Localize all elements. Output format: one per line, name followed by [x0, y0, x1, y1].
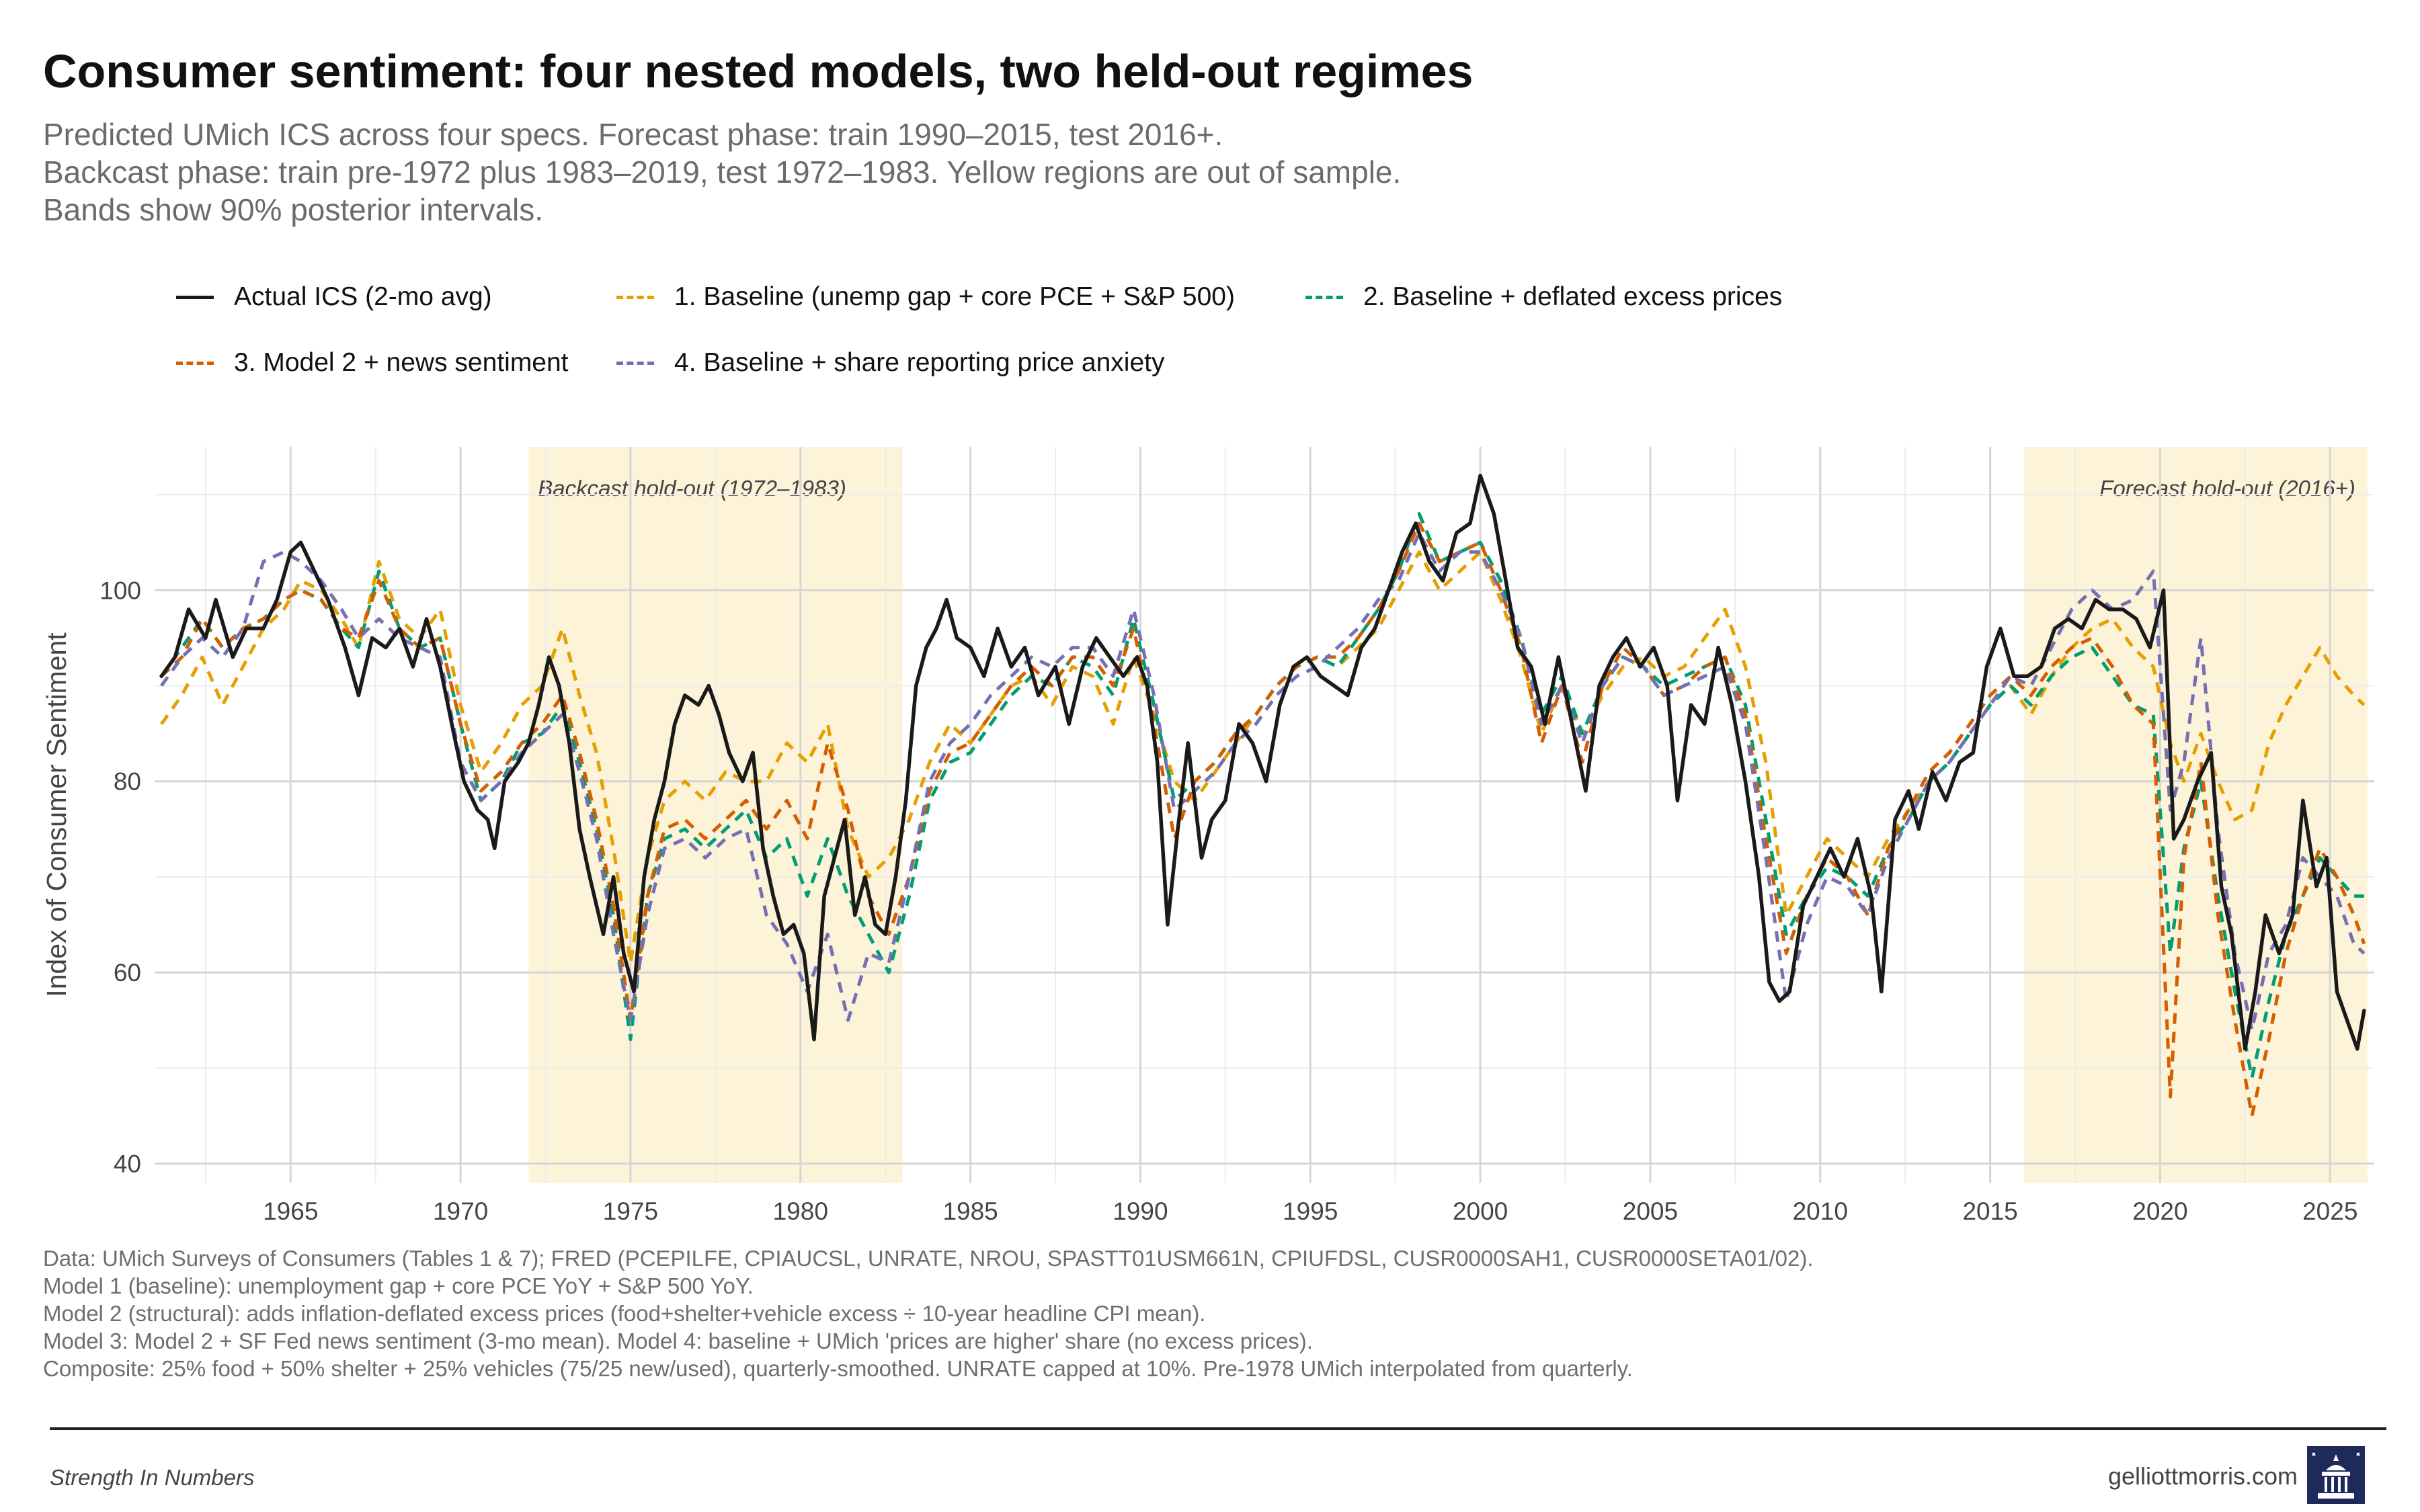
- series-line: [159, 473, 2366, 1051]
- subtitle-line: Backcast phase: train pre-1972 plus 1983…: [43, 155, 1402, 190]
- note-line: Composite: 25% food + 50% shelter + 25% …: [43, 1356, 1633, 1381]
- region-label: Forecast hold-out (2016+): [2099, 476, 2355, 501]
- x-tick-label: 1970: [433, 1198, 488, 1225]
- legend-label: 1. Baseline (unemp gap + core PCE + S&P …: [674, 282, 1235, 311]
- legend-swatch: [1305, 295, 1343, 299]
- legend: Actual ICS (2-mo avg) 1. Baseline (unemp…: [176, 282, 2327, 396]
- legend-swatch: [616, 295, 654, 299]
- legend-item-actual: Actual ICS (2-mo avg): [176, 282, 492, 312]
- legend-swatch: [176, 295, 214, 299]
- x-tick-label: 2015: [1962, 1198, 2017, 1225]
- x-tick-label: 1990: [1113, 1198, 1168, 1225]
- legend-item-model-1: 1. Baseline (unemp gap + core PCE + S&P …: [616, 282, 1235, 312]
- x-tick-label: 2020: [2132, 1198, 2187, 1225]
- subtitle-line: Bands show 90% posterior intervals.: [43, 192, 544, 227]
- x-tick-label: 1995: [1283, 1198, 1338, 1225]
- note-line: Model 1 (baseline): unemployment gap + c…: [43, 1273, 754, 1298]
- x-tick-label: 2025: [2302, 1198, 2357, 1225]
- legend-label: 4. Baseline + share reporting price anxi…: [674, 348, 1165, 377]
- x-tick-label: 1985: [942, 1198, 998, 1225]
- y-tick-label: 40: [114, 1150, 141, 1178]
- legend-label: 2. Baseline + deflated excess prices: [1363, 282, 1783, 311]
- x-tick-label: 1975: [603, 1198, 658, 1225]
- legend-swatch: [616, 361, 654, 365]
- legend-item-model-3: 3. Model 2 + news sentiment: [176, 348, 569, 378]
- x-tick-label: 2010: [1793, 1198, 1848, 1225]
- chart-subtitle: Predicted UMich ICS across four specs. F…: [43, 116, 1401, 228]
- series-line: [160, 512, 2364, 1080]
- legend-item-model-2: 2. Baseline + deflated excess prices: [1305, 282, 1782, 312]
- legend-label: 3. Model 2 + news sentiment: [234, 348, 569, 377]
- y-tick-label: 80: [114, 768, 141, 796]
- footer-divider: [50, 1427, 2386, 1430]
- x-tick-label: 1980: [773, 1198, 828, 1225]
- note-line: Data: UMich Surveys of Consumers (Tables…: [43, 1246, 1814, 1271]
- x-tick-label: 1965: [263, 1198, 318, 1225]
- x-tick-label: 2005: [1623, 1198, 1678, 1225]
- holdout-region: [2024, 447, 2368, 1183]
- footer-website: gelliottmorris.com: [2107, 1462, 2298, 1490]
- legend-swatch: [176, 361, 214, 365]
- subtitle-line: Predicted UMich ICS across four specs. F…: [43, 117, 1223, 152]
- legend-label: Actual ICS (2-mo avg): [234, 282, 492, 311]
- footer-publication: Strength In Numbers: [50, 1465, 255, 1490]
- x-tick-label: 2000: [1453, 1198, 1508, 1225]
- y-tick-label: 60: [114, 959, 141, 986]
- line-chart: Backcast hold-out (1972–1983) Forecast ho…: [41, 447, 2374, 1225]
- y-tick-label: 100: [99, 577, 141, 604]
- series-line: [160, 531, 2366, 1032]
- note-line: Model 2 (structural): adds inflation-def…: [43, 1301, 1206, 1326]
- capitol-icon: [2307, 1446, 2365, 1504]
- note-line: Model 3: Model 2 + SF Fed news sentiment…: [43, 1329, 1313, 1353]
- y-axis-title: Index of Consumer Sentiment: [41, 632, 72, 997]
- region-label: Backcast hold-out (1972–1983): [538, 476, 846, 501]
- chart-title: Consumer sentiment: four nested models, …: [43, 45, 1474, 97]
- legend-item-model-4: 4. Baseline + share reporting price anxi…: [616, 348, 1165, 378]
- source-notes: Data: UMich Surveys of Consumers (Tables…: [43, 1245, 1814, 1382]
- series-line: [160, 521, 2366, 1118]
